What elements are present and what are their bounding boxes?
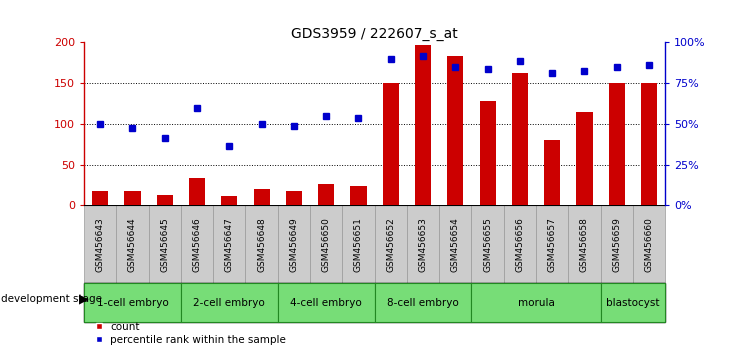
Bar <box>471 205 504 283</box>
Bar <box>447 56 463 205</box>
Bar <box>504 205 536 283</box>
Bar <box>350 186 366 205</box>
Bar <box>84 205 116 283</box>
Text: 4-cell embryo: 4-cell embryo <box>290 298 362 308</box>
Text: 8-cell embryo: 8-cell embryo <box>387 298 459 308</box>
Bar <box>92 191 108 205</box>
Bar <box>254 189 270 205</box>
Legend: count, percentile rank within the sample: count, percentile rank within the sample <box>96 322 286 345</box>
Bar <box>213 205 246 283</box>
Bar <box>415 45 431 205</box>
Text: 1-cell embryo: 1-cell embryo <box>96 298 168 308</box>
Bar <box>439 205 471 283</box>
Text: GSM456649: GSM456649 <box>289 217 298 272</box>
Bar <box>536 205 569 283</box>
Text: blastocyst: blastocyst <box>606 298 659 308</box>
Text: GSM456655: GSM456655 <box>483 217 492 272</box>
Bar <box>374 283 471 322</box>
Bar <box>181 283 278 322</box>
Text: GSM456647: GSM456647 <box>225 217 234 272</box>
Bar <box>601 205 633 283</box>
Bar <box>116 205 148 283</box>
Text: GSM456652: GSM456652 <box>386 217 395 272</box>
Bar <box>221 195 238 205</box>
Text: GSM456659: GSM456659 <box>613 217 621 272</box>
Text: ▶: ▶ <box>79 293 88 306</box>
Bar <box>569 205 601 283</box>
Text: GSM456650: GSM456650 <box>322 217 330 272</box>
Bar <box>278 205 310 283</box>
Text: GSM456651: GSM456651 <box>354 217 363 272</box>
Bar <box>342 205 374 283</box>
Bar <box>156 195 173 205</box>
Text: GSM456656: GSM456656 <box>515 217 524 272</box>
Bar <box>609 83 625 205</box>
Bar <box>181 205 213 283</box>
Bar <box>286 191 302 205</box>
Bar <box>374 205 407 283</box>
Text: GSM456643: GSM456643 <box>96 217 105 272</box>
Bar <box>577 112 593 205</box>
Text: GSM456657: GSM456657 <box>548 217 557 272</box>
Text: GSM456654: GSM456654 <box>451 217 460 272</box>
Text: GSM456660: GSM456660 <box>645 217 654 272</box>
Text: 2-cell embryo: 2-cell embryo <box>194 298 265 308</box>
Bar <box>512 73 528 205</box>
Text: GSM456658: GSM456658 <box>580 217 589 272</box>
Bar <box>310 205 342 283</box>
Bar <box>148 205 181 283</box>
Bar <box>633 205 665 283</box>
Bar <box>407 205 439 283</box>
Bar <box>383 83 399 205</box>
Bar <box>544 140 560 205</box>
Text: morula: morula <box>518 298 555 308</box>
Text: GSM456646: GSM456646 <box>192 217 202 272</box>
Bar <box>246 205 278 283</box>
Bar <box>189 178 205 205</box>
Bar <box>641 83 657 205</box>
Bar <box>480 101 496 205</box>
Bar <box>84 283 181 322</box>
Text: GSM456645: GSM456645 <box>160 217 170 272</box>
Bar <box>601 283 665 322</box>
Bar <box>318 184 334 205</box>
Text: GSM456648: GSM456648 <box>257 217 266 272</box>
Bar <box>278 283 374 322</box>
Text: GSM456644: GSM456644 <box>128 217 137 272</box>
Title: GDS3959 / 222607_s_at: GDS3959 / 222607_s_at <box>291 28 458 41</box>
Bar <box>124 192 140 205</box>
Text: GSM456653: GSM456653 <box>419 217 428 272</box>
Text: development stage: development stage <box>1 294 102 304</box>
Bar <box>471 283 601 322</box>
